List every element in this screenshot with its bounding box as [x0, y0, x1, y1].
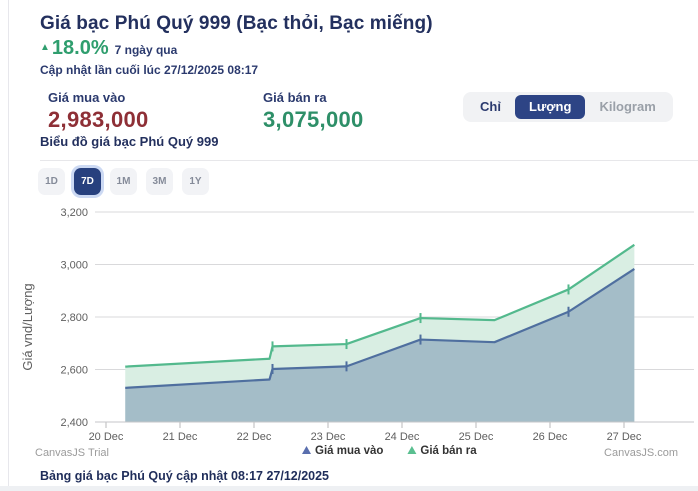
x-tick-label: 23 Dec: [311, 431, 346, 443]
price-change-row: ▲ 18.0% 7 ngày qua: [40, 37, 177, 60]
range-1d-button[interactable]: 1D: [38, 168, 65, 195]
x-tick-label: 21 Dec: [163, 431, 198, 443]
watermark-canvasjs-link[interactable]: CanvasJS.com: [604, 447, 678, 459]
range-1m-button[interactable]: 1M: [110, 168, 137, 195]
x-tick-label: 25 Dec: [459, 431, 494, 443]
y-axis-title: Giá vnd/Lượng: [20, 283, 35, 370]
buy-price-value: 2,983,000: [48, 107, 149, 132]
unit-toggle-group: Chỉ Lượng Kilogram: [463, 92, 673, 122]
y-tick-label: 2,600: [60, 365, 88, 377]
section-divider: [40, 160, 698, 161]
time-range-group: 1D 7D 1M 3M 1Y: [38, 168, 209, 195]
range-3m-button[interactable]: 3M: [146, 168, 173, 195]
range-7d-button[interactable]: 7D: [74, 168, 101, 195]
left-edge-divider: [8, 0, 9, 491]
price-chart-container[interactable]: 2,400 2,600 2,800 3,000 3,200 Giá vnd/Lượng 20…: [0, 197, 698, 463]
series-area-buy: [125, 268, 635, 422]
y-tick-label: 2,400: [60, 417, 88, 429]
unit-option-luong[interactable]: Lượng: [514, 95, 586, 119]
series-line-buy: [125, 268, 635, 389]
watermark-trial: CanvasJS Trial: [35, 447, 109, 459]
arrow-up-icon: ▲: [40, 42, 50, 53]
x-tick-label: 24 Dec: [385, 431, 420, 443]
sell-price-label: Giá bán ra: [263, 90, 327, 105]
x-tick-label: 20 Dec: [89, 431, 124, 443]
buy-price-block: Giá mua vào 2,983,000: [48, 90, 149, 133]
legend-marker-buy[interactable]: [302, 446, 311, 454]
change-period: 7 ngày qua: [114, 43, 178, 57]
last-updated-text: Cập nhật lần cuối lúc 27/12/2025 08:17: [40, 63, 259, 77]
change-percent: 18.0%: [51, 37, 109, 59]
sell-price-block: Giá bán ra 3,075,000: [263, 90, 364, 133]
unit-option-chi[interactable]: Chỉ: [466, 95, 515, 119]
legend-label-buy[interactable]: Giá mua vào: [315, 445, 383, 457]
y-tick-label: 3,200: [60, 207, 88, 219]
buy-price-label: Giá mua vào: [48, 90, 126, 105]
chart-subtitle: Biểu đồ giá bạc Phú Quý 999: [40, 134, 219, 149]
x-tick-label: 26 Dec: [533, 431, 568, 443]
y-tick-label: 2,800: [60, 312, 88, 324]
x-tick-label: 27 Dec: [607, 431, 642, 443]
table-header-strip: [0, 486, 698, 491]
page-title: Giá bạc Phú Quý 999 (Bạc thỏi, Bạc miếng…: [40, 13, 433, 34]
legend-label-sell[interactable]: Giá bán ra: [420, 445, 477, 457]
range-1y-button[interactable]: 1Y: [182, 168, 209, 195]
legend-marker-sell[interactable]: [407, 446, 417, 454]
series-line-sell: [125, 243, 635, 368]
x-tick-label: 22 Dec: [237, 431, 272, 443]
y-tick-label: 3,000: [60, 260, 88, 272]
sell-price-value: 3,075,000: [263, 107, 364, 132]
price-table-caption: Bảng giá bạc Phú Quý cập nhật 08:17 27/1…: [40, 469, 330, 483]
unit-option-kilogram[interactable]: Kilogram: [585, 95, 669, 119]
price-chart: 2,400 2,600 2,800 3,000 3,200 Giá vnd/Lượng 20…: [20, 207, 694, 459]
